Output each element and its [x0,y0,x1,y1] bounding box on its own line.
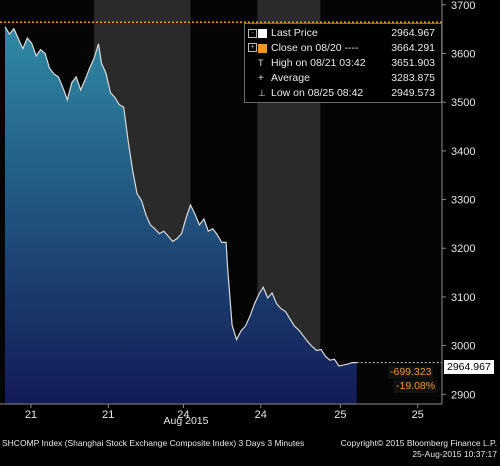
legend-label: Close on 08/20 ---- [271,42,359,54]
x-axis-ticks: 21 21 24 24 25 25 [25,404,424,421]
last-price-swatch [258,29,267,38]
legend-entry-average: + Average 3283.875 [245,72,441,86]
legend-collapse-icon[interactable]: - [248,29,257,38]
x-tick-label: 21 [102,409,114,421]
close-swatch [258,44,267,53]
legend: - + Last Price 2964.967 Close on 08/20 -… [244,23,442,103]
footer-timestamp: 25-Aug-2015 10:37:17 [412,449,497,459]
change-percent: -19.08% [394,380,438,393]
legend-entry-last-price: Last Price 2964.967 [245,27,441,41]
legend-value: 3283.875 [391,72,435,84]
y-tick-label: 3400 [451,146,475,158]
legend-label: Last Price [271,27,318,39]
price-line [4,26,357,367]
average-marker-icon: + [258,73,264,84]
y-tick-label: 3700 [451,0,475,12]
x-tick-label: 24 [255,409,267,421]
x-tick-label: 25 [412,409,424,421]
legend-value: 2964.967 [391,27,435,39]
legend-label: High on 08/21 03:42 [271,57,366,69]
x-tick-label: 21 [25,409,37,421]
y-tick-label: 3600 [451,49,475,61]
y-axis-ticks: 2900 3000 3100 3200 3300 3400 3500 3600 3700 [442,0,475,401]
low-marker-icon: ⊥ [258,88,266,98]
legend-value: 3664.291 [391,42,435,54]
legend-label: Average [271,72,310,84]
legend-label: Low on 08/25 08:42 [271,87,364,99]
x-tick-label: 24 [177,409,189,421]
last-price-tag: 2964.967 [444,360,494,374]
high-marker-icon: T [258,58,264,68]
y-tick-label: 3000 [451,341,475,353]
y-tick-label: 3300 [451,195,475,207]
change-absolute: -699.323 [388,366,434,379]
legend-expand-icon[interactable]: + [248,43,257,52]
footer-index-description: SHCOMP Index (Shanghai Stock Exchange Co… [2,438,305,448]
legend-entry-close: Close on 08/20 ---- 3664.291 [245,42,441,56]
footer-copyright: Copyright© 2015 Bloomberg Finance L.P. [340,438,497,448]
legend-entry-low: ⊥ Low on 08/25 08:42 2949.573 [245,87,441,101]
legend-value: 2949.573 [391,87,435,99]
y-tick-label: 3200 [451,243,475,255]
price-area [5,26,357,405]
legend-entry-high: T High on 08/21 03:42 3651.903 [245,57,441,71]
y-tick-label: 3100 [451,292,475,304]
legend-value: 3651.903 [391,57,435,69]
x-axis-month-label: Aug 2015 [164,415,209,427]
x-tick-label: 25 [334,409,346,421]
y-tick-label: 2900 [451,389,475,401]
y-tick-label: 3500 [451,97,475,109]
